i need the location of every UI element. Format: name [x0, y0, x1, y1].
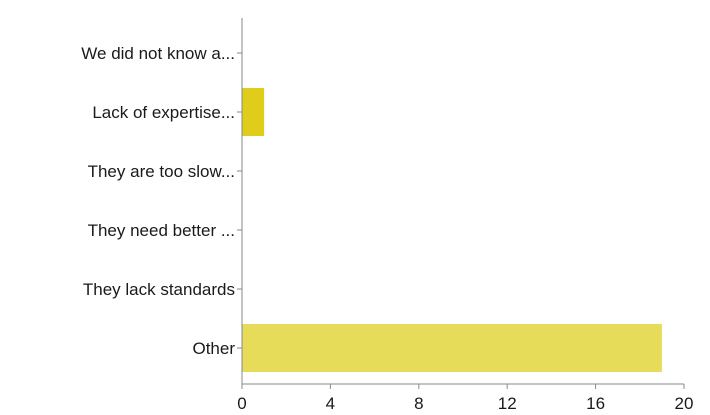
- x-axis-ticks: 0 4 8 12 16 20: [237, 384, 693, 413]
- category-label: We did not know a...: [81, 44, 235, 63]
- category-label: Lack of expertise...: [92, 103, 235, 122]
- x-tick-label: 0: [237, 394, 246, 413]
- x-tick-label: 12: [498, 394, 517, 413]
- x-tick-label: 8: [414, 394, 423, 413]
- plot-area: We did not know a... Lack of expertise...…: [81, 18, 693, 413]
- x-tick-label: 20: [675, 394, 694, 413]
- category-label: They are too slow...: [88, 162, 235, 181]
- category-labels: We did not know a... Lack of expertise...…: [81, 44, 242, 358]
- x-tick-label: 16: [586, 394, 605, 413]
- bar-other: [242, 324, 662, 372]
- bars: [242, 88, 662, 372]
- category-label: Other: [192, 339, 235, 358]
- bar-lack-of-expertise: [242, 88, 265, 136]
- category-label: They need better ...: [88, 221, 235, 240]
- x-tick-label: 4: [326, 394, 335, 413]
- category-label: They lack standards: [83, 280, 235, 299]
